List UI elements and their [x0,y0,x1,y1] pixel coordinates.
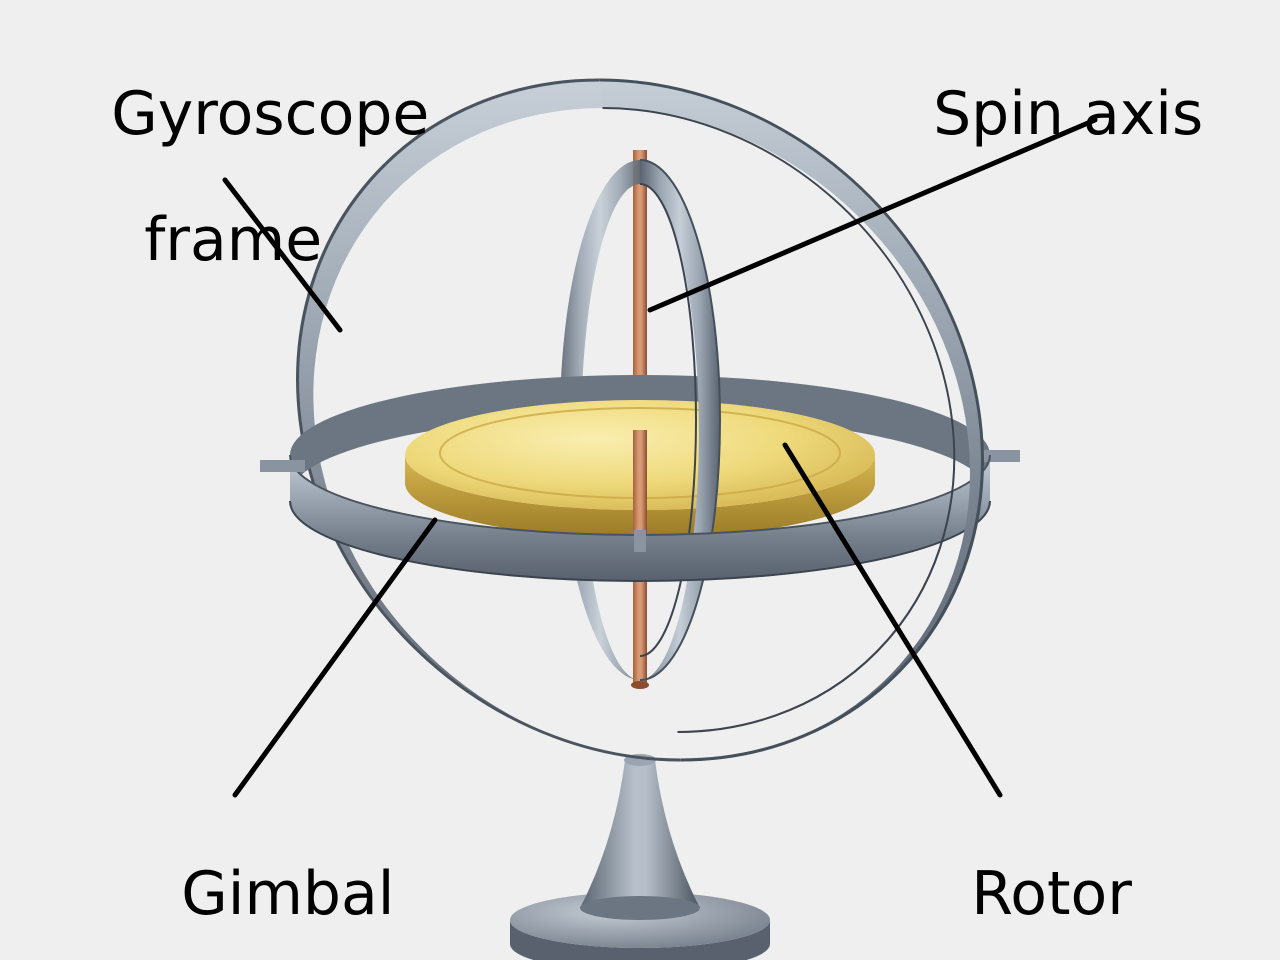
label-spin-axis: Spin axis [800,20,1260,209]
label-gyroscope-frame: Gyroscope frame [35,20,355,335]
diagram-stage: Gyroscope frame Spin axis Gimbal Rotor [0,0,1280,960]
label-gimbal: Gimbal [105,800,365,960]
label-gyroscope-frame-line2: frame [144,205,322,275]
label-gyroscope-frame-line1: Gyroscope [111,79,429,149]
label-rotor: Rotor [895,800,1115,960]
gimbal-line [235,520,435,795]
stand [510,754,770,960]
